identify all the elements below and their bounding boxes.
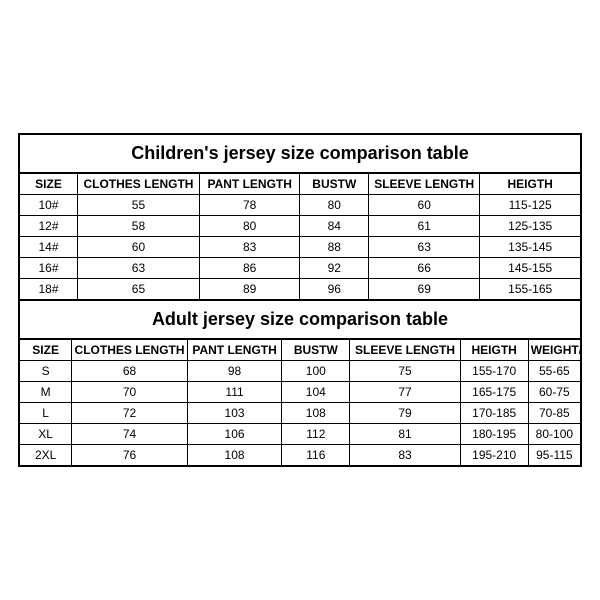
col-bustw: BUSTW [300,174,369,195]
table-row: 16#63869266145-155 [20,258,580,279]
size-chart-container: Children's jersey size comparison table … [18,133,582,467]
adult-table-title: Adult jersey size comparison table [20,299,580,340]
table-cell: 195-210 [460,445,528,466]
table-cell: 80-100 [528,424,580,445]
table-cell: 145-155 [480,258,580,279]
table-cell: 180-195 [460,424,528,445]
table-cell: 170-185 [460,403,528,424]
children-header-row: SIZE CLOTHES LENGTH PANT LENGTH BUSTW SL… [20,174,580,195]
table-cell: 60-75 [528,382,580,403]
table-cell: 100 [282,361,350,382]
table-row: M7011110477165-17560-75 [20,382,580,403]
table-cell: 60 [78,237,200,258]
table-cell: 88 [300,237,369,258]
table-cell: 106 [187,424,281,445]
col-bustw: BUSTW [282,340,350,361]
table-cell: 70 [72,382,188,403]
table-cell: 125-135 [480,216,580,237]
table-cell: 2XL [20,445,72,466]
table-cell: 95-115 [528,445,580,466]
table-cell: 112 [282,424,350,445]
table-cell: 84 [300,216,369,237]
table-cell: 66 [369,258,480,279]
table-cell: 18# [20,279,78,300]
table-cell: 135-145 [480,237,580,258]
table-cell: 155-170 [460,361,528,382]
table-cell: 55 [78,195,200,216]
col-weight: WEIGHT/KG [528,340,580,361]
table-cell: 98 [187,361,281,382]
table-row: L7210310879170-18570-85 [20,403,580,424]
table-cell: 83 [199,237,300,258]
table-cell: 14# [20,237,78,258]
table-cell: 69 [369,279,480,300]
table-cell: 77 [350,382,460,403]
table-cell: S [20,361,72,382]
adult-header-row: SIZE CLOTHES LENGTH PANT LENGTH BUSTW SL… [20,340,580,361]
table-row: S689810075155-17055-65 [20,361,580,382]
table-cell: XL [20,424,72,445]
table-cell: 65 [78,279,200,300]
table-cell: 63 [78,258,200,279]
table-cell: 111 [187,382,281,403]
table-cell: 61 [369,216,480,237]
table-row: 12#58808461125-135 [20,216,580,237]
table-cell: 80 [300,195,369,216]
col-height: HEIGTH [460,340,528,361]
col-sleeve-length: SLEEVE LENGTH [369,174,480,195]
table-row: 2XL7610811683195-21095-115 [20,445,580,466]
table-cell: 16# [20,258,78,279]
table-cell: 83 [350,445,460,466]
table-cell: 103 [187,403,281,424]
table-cell: 74 [72,424,188,445]
table-cell: 92 [300,258,369,279]
col-pant-length: PANT LENGTH [199,174,300,195]
table-row: XL7410611281180-19580-100 [20,424,580,445]
col-height: HEIGTH [480,174,580,195]
table-cell: 108 [187,445,281,466]
table-cell: 155-165 [480,279,580,300]
table-cell: 104 [282,382,350,403]
table-cell: 75 [350,361,460,382]
table-cell: 58 [78,216,200,237]
table-cell: 68 [72,361,188,382]
table-cell: 10# [20,195,78,216]
col-sleeve-length: SLEEVE LENGTH [350,340,460,361]
col-size: SIZE [20,174,78,195]
table-cell: 165-175 [460,382,528,403]
table-cell: 116 [282,445,350,466]
table-row: 14#60838863135-145 [20,237,580,258]
col-pant-length: PANT LENGTH [187,340,281,361]
table-cell: 96 [300,279,369,300]
table-cell: 79 [350,403,460,424]
table-cell: 55-65 [528,361,580,382]
table-cell: 72 [72,403,188,424]
children-table-title: Children's jersey size comparison table [20,135,580,174]
table-cell: 76 [72,445,188,466]
table-cell: 12# [20,216,78,237]
table-row: 10#55788060115-125 [20,195,580,216]
table-cell: 70-85 [528,403,580,424]
col-size: SIZE [20,340,72,361]
table-cell: 63 [369,237,480,258]
col-clothes-length: CLOTHES LENGTH [72,340,188,361]
table-cell: 80 [199,216,300,237]
table-cell: 108 [282,403,350,424]
table-cell: M [20,382,72,403]
table-cell: L [20,403,72,424]
table-cell: 78 [199,195,300,216]
adult-size-table: SIZE CLOTHES LENGTH PANT LENGTH BUSTW SL… [20,340,580,465]
table-cell: 86 [199,258,300,279]
children-size-table: SIZE CLOTHES LENGTH PANT LENGTH BUSTW SL… [20,174,580,299]
table-cell: 60 [369,195,480,216]
table-row: 18#65899669155-165 [20,279,580,300]
table-cell: 81 [350,424,460,445]
table-cell: 89 [199,279,300,300]
table-cell: 115-125 [480,195,580,216]
col-clothes-length: CLOTHES LENGTH [78,174,200,195]
